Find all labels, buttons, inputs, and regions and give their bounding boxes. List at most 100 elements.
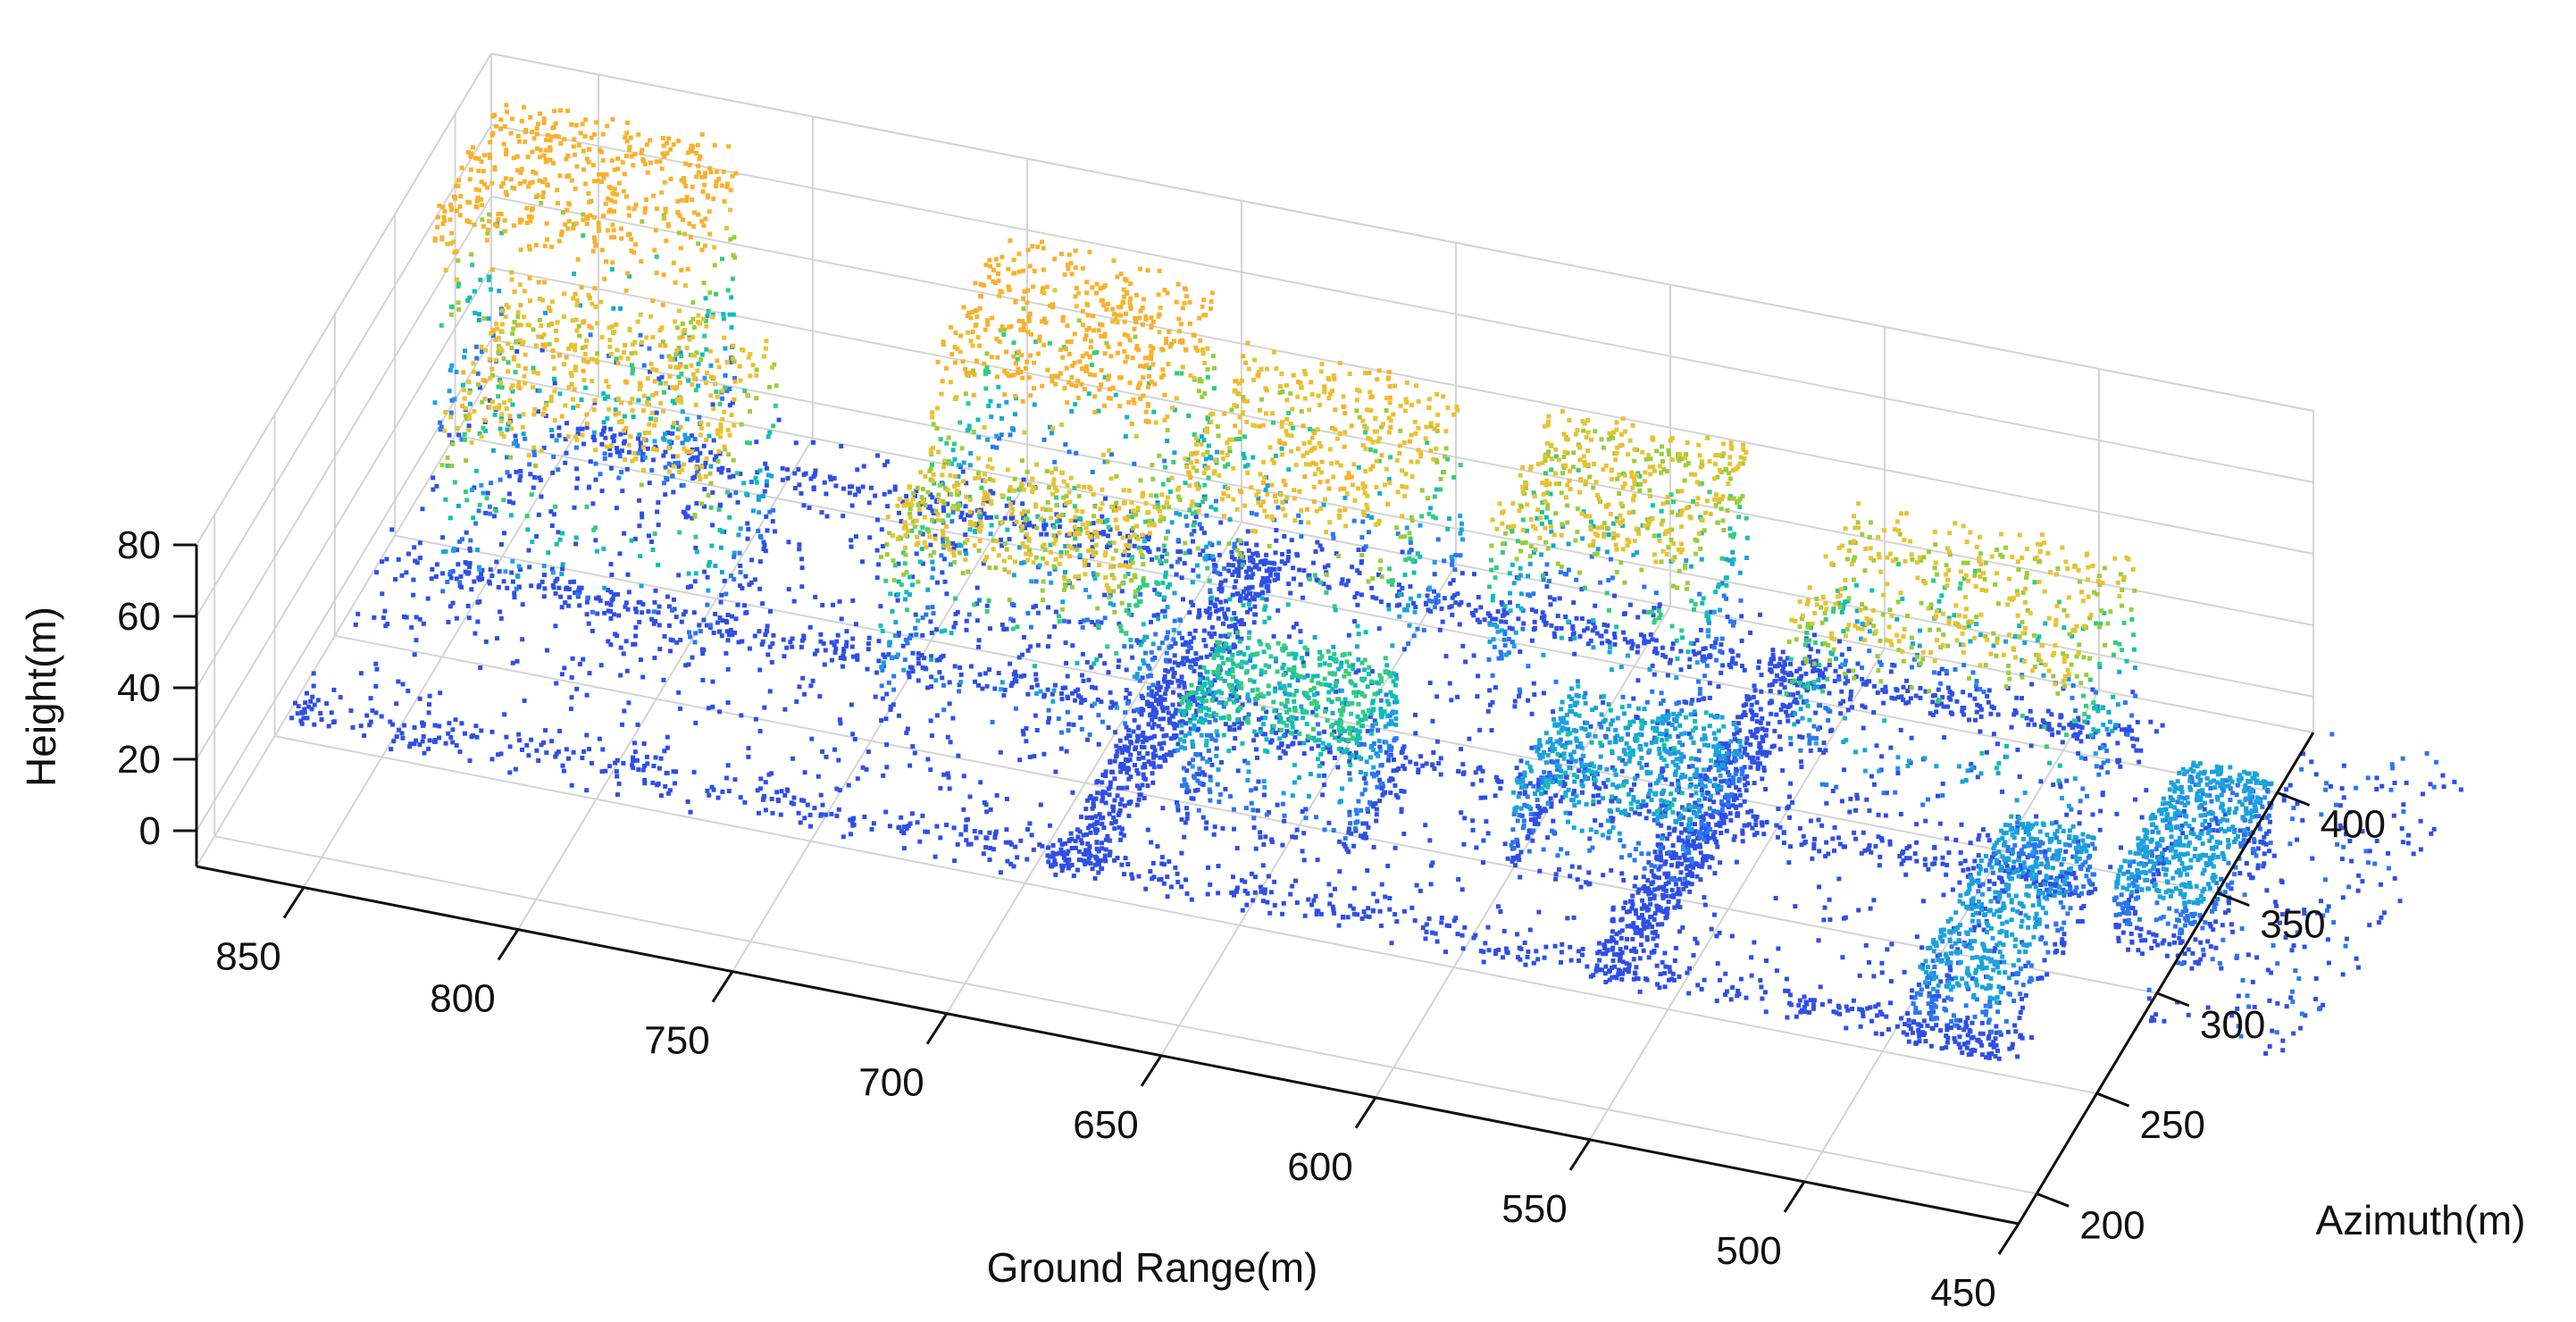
- data-point: [1611, 531, 1617, 536]
- data-point: [485, 238, 489, 243]
- data-point: [1819, 605, 1824, 610]
- data-point: [1735, 715, 1741, 720]
- data-point: [860, 559, 865, 565]
- data-point: [1560, 409, 1565, 414]
- data-point: [514, 339, 519, 344]
- data-point: [1183, 514, 1189, 519]
- data-point: [1376, 368, 1382, 373]
- data-point: [1589, 437, 1593, 442]
- data-point: [650, 298, 656, 304]
- data-point: [589, 325, 594, 330]
- data-point: [1544, 584, 1550, 590]
- data-point: [2117, 669, 2122, 674]
- data-point: [536, 280, 541, 285]
- data-point: [1162, 417, 1167, 423]
- data-point: [1230, 437, 1234, 442]
- data-point: [1407, 556, 1412, 561]
- data-point: [1079, 381, 1084, 387]
- data-point: [1084, 280, 1090, 285]
- data-point: [2079, 725, 2085, 730]
- data-point: [699, 247, 705, 253]
- data-point: [476, 156, 481, 162]
- data-point: [2100, 706, 2105, 711]
- data-point: [661, 143, 666, 148]
- data-point: [514, 168, 520, 173]
- data-point: [702, 243, 707, 248]
- data-point: [879, 527, 884, 532]
- data-point: [1030, 244, 1035, 249]
- data-point: [498, 212, 504, 217]
- data-point: [1615, 476, 1620, 481]
- data-point: [1316, 393, 1321, 398]
- data-point: [571, 405, 576, 410]
- data-point: [2035, 638, 2040, 643]
- data-point: [703, 460, 708, 465]
- data-point: [1978, 714, 1984, 719]
- data-point: [630, 366, 635, 372]
- data-point: [704, 347, 709, 352]
- data-point: [1394, 593, 1400, 598]
- data-point: [1851, 557, 1856, 563]
- data-point: [1743, 746, 1748, 751]
- data-point: [1540, 500, 1545, 506]
- data-point: [2106, 709, 2112, 715]
- data-point: [1910, 556, 1915, 562]
- data-point: [1426, 598, 1432, 603]
- data-point: [1861, 725, 1866, 731]
- data-point: [1548, 520, 1552, 524]
- data-point: [511, 326, 516, 331]
- data-point: [1191, 523, 1196, 528]
- data-point: [1200, 304, 1205, 309]
- data-point: [1768, 661, 1773, 666]
- data-point: [523, 139, 528, 145]
- data-point: [983, 263, 989, 268]
- data-point: [592, 438, 598, 443]
- data-point: [984, 603, 990, 608]
- data-point: [644, 197, 648, 202]
- data-point: [1732, 732, 1737, 737]
- data-point: [1957, 624, 1961, 630]
- data-point: [1114, 313, 1119, 318]
- data-point: [1191, 635, 1196, 640]
- data-point: [681, 329, 686, 334]
- data-point: [1062, 272, 1067, 277]
- data-point: [1520, 485, 1526, 489]
- data-point: [1434, 446, 1439, 451]
- data-point: [2207, 822, 2212, 827]
- data-point: [1166, 529, 1170, 534]
- data-point: [1318, 369, 1324, 374]
- data-point: [463, 348, 467, 354]
- data-point: [1518, 565, 1523, 571]
- data-point: [666, 354, 672, 359]
- data-point: [1393, 383, 1397, 389]
- data-point: [1068, 261, 1074, 266]
- data-point: [707, 231, 713, 237]
- data-point: [1169, 520, 1175, 525]
- data-point: [995, 355, 1000, 360]
- data-point: [699, 132, 705, 137]
- data-point: [1368, 466, 1374, 472]
- data-point: [1685, 649, 1691, 655]
- data-point: [1388, 418, 1393, 423]
- data-point: [714, 179, 719, 184]
- data-point: [1487, 688, 1493, 693]
- data-point: [1284, 397, 1290, 403]
- data-point: [1205, 374, 1210, 380]
- data-point: [575, 476, 581, 481]
- data-point: [590, 248, 596, 254]
- data-point: [1631, 509, 1636, 515]
- data-point: [1193, 442, 1199, 447]
- data-point: [847, 490, 852, 496]
- data-point: [673, 319, 678, 324]
- data-point: [978, 281, 983, 287]
- data-point: [2177, 771, 2182, 775]
- data-point: [722, 335, 726, 340]
- data-point: [1657, 602, 1662, 607]
- data-point: [1282, 441, 1287, 447]
- data-point: [522, 179, 527, 184]
- data-point: [1632, 475, 1636, 481]
- data-point: [1123, 277, 1128, 281]
- data-point: [1426, 496, 1430, 501]
- data-point: [765, 479, 769, 484]
- data-point: [1950, 711, 1955, 716]
